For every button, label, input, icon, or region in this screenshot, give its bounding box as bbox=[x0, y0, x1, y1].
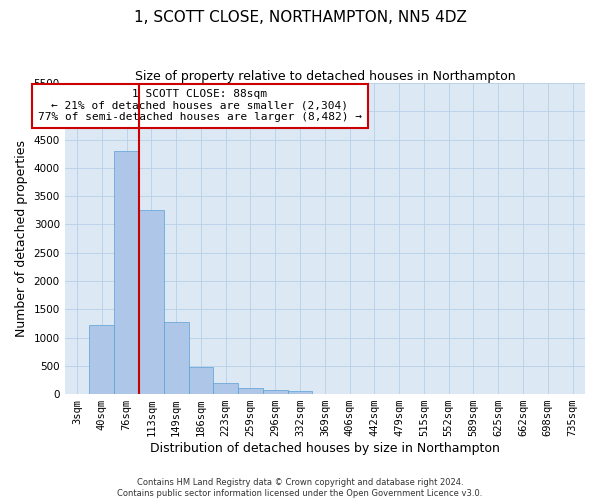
X-axis label: Distribution of detached houses by size in Northampton: Distribution of detached houses by size … bbox=[150, 442, 500, 455]
Bar bbox=[263, 390, 287, 394]
Bar bbox=[214, 383, 238, 394]
Bar bbox=[89, 324, 114, 394]
Text: 1 SCOTT CLOSE: 88sqm
← 21% of detached houses are smaller (2,304)
77% of semi-de: 1 SCOTT CLOSE: 88sqm ← 21% of detached h… bbox=[38, 89, 362, 122]
Title: Size of property relative to detached houses in Northampton: Size of property relative to detached ho… bbox=[134, 70, 515, 83]
Text: Contains HM Land Registry data © Crown copyright and database right 2024.
Contai: Contains HM Land Registry data © Crown c… bbox=[118, 478, 482, 498]
Bar bbox=[238, 388, 263, 394]
Y-axis label: Number of detached properties: Number of detached properties bbox=[15, 140, 28, 337]
Text: 1, SCOTT CLOSE, NORTHAMPTON, NN5 4DZ: 1, SCOTT CLOSE, NORTHAMPTON, NN5 4DZ bbox=[134, 10, 466, 25]
Bar bbox=[287, 392, 313, 394]
Bar bbox=[164, 322, 188, 394]
Bar bbox=[114, 151, 139, 394]
Bar bbox=[139, 210, 164, 394]
Bar bbox=[188, 367, 214, 394]
